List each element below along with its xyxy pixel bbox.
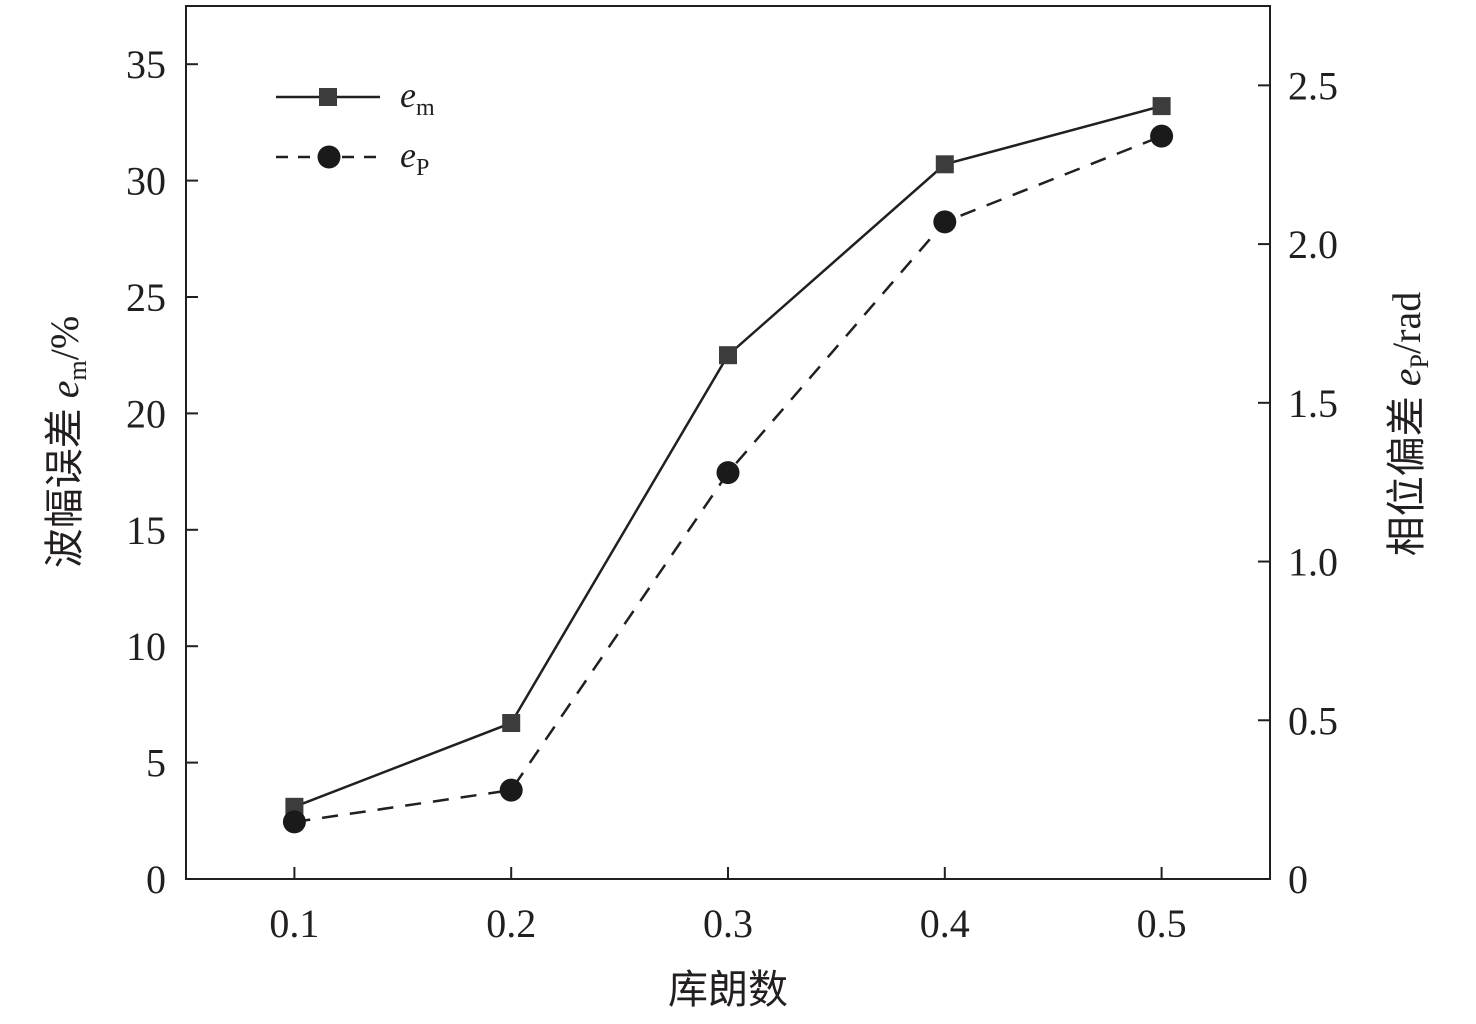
data-point-square — [502, 714, 521, 733]
x-axis-title: 库朗数 — [668, 967, 788, 1012]
legend: em eP — [276, 75, 435, 181]
x-tick-label: 0.3 — [703, 901, 753, 946]
data-point-circle — [716, 461, 740, 485]
series-line-0 — [293, 104, 1162, 808]
data-point-square — [1152, 97, 1171, 116]
y-left-tick-label: 0 — [146, 857, 166, 902]
data-point-square — [935, 155, 954, 174]
y-left-tick-label: 20 — [126, 391, 166, 436]
y-axis-right: 0 0.5 1.0 1.5 2.0 2.5 — [1258, 63, 1338, 902]
data-point-circle — [282, 810, 306, 834]
plot-frame — [185, 5, 1271, 880]
y-left-tick-label: 10 — [126, 624, 166, 669]
x-tick-label: 0.4 — [920, 901, 970, 946]
legend-label: eP — [400, 135, 429, 181]
y-left-tick-label: 15 — [126, 508, 166, 553]
y-left-tick-label: 5 — [146, 741, 166, 786]
y-right-tick-label: 1.0 — [1288, 540, 1338, 585]
y-left-tick-label: 35 — [126, 42, 166, 87]
y-right-tick-label: 0 — [1288, 857, 1308, 902]
series-layer — [282, 97, 1174, 834]
data-point-circle — [1150, 124, 1174, 148]
legend-marker-circle — [317, 145, 341, 169]
data-point-square — [719, 346, 737, 365]
y-right-tick-label: 2.5 — [1288, 63, 1338, 108]
x-tick-label: 0.2 — [486, 901, 536, 946]
y-right-tick-label: 0.5 — [1288, 698, 1338, 743]
y-axis-left: 0 5 10 15 20 25 30 35 — [126, 42, 198, 902]
y-left-tick-label: 30 — [126, 159, 166, 204]
y-axis-right-title: 相位偏差 eP/rad — [1384, 292, 1434, 556]
y-right-tick-label: 1.5 — [1288, 381, 1338, 426]
legend-label: em — [400, 75, 435, 121]
x-tick-label: 0.1 — [269, 901, 319, 946]
y-axis-left-title: 波幅误差 em/% — [42, 316, 92, 568]
y-left-tick-label: 25 — [126, 275, 166, 320]
legend-marker-square — [319, 88, 337, 106]
x-axis: 0.1 0.2 0.3 0.4 0.5 — [269, 867, 1187, 946]
x-tick-label: 0.5 — [1137, 901, 1187, 946]
data-point-circle — [933, 210, 957, 234]
y-right-tick-label: 2.0 — [1288, 222, 1338, 267]
data-point-circle — [499, 778, 523, 802]
